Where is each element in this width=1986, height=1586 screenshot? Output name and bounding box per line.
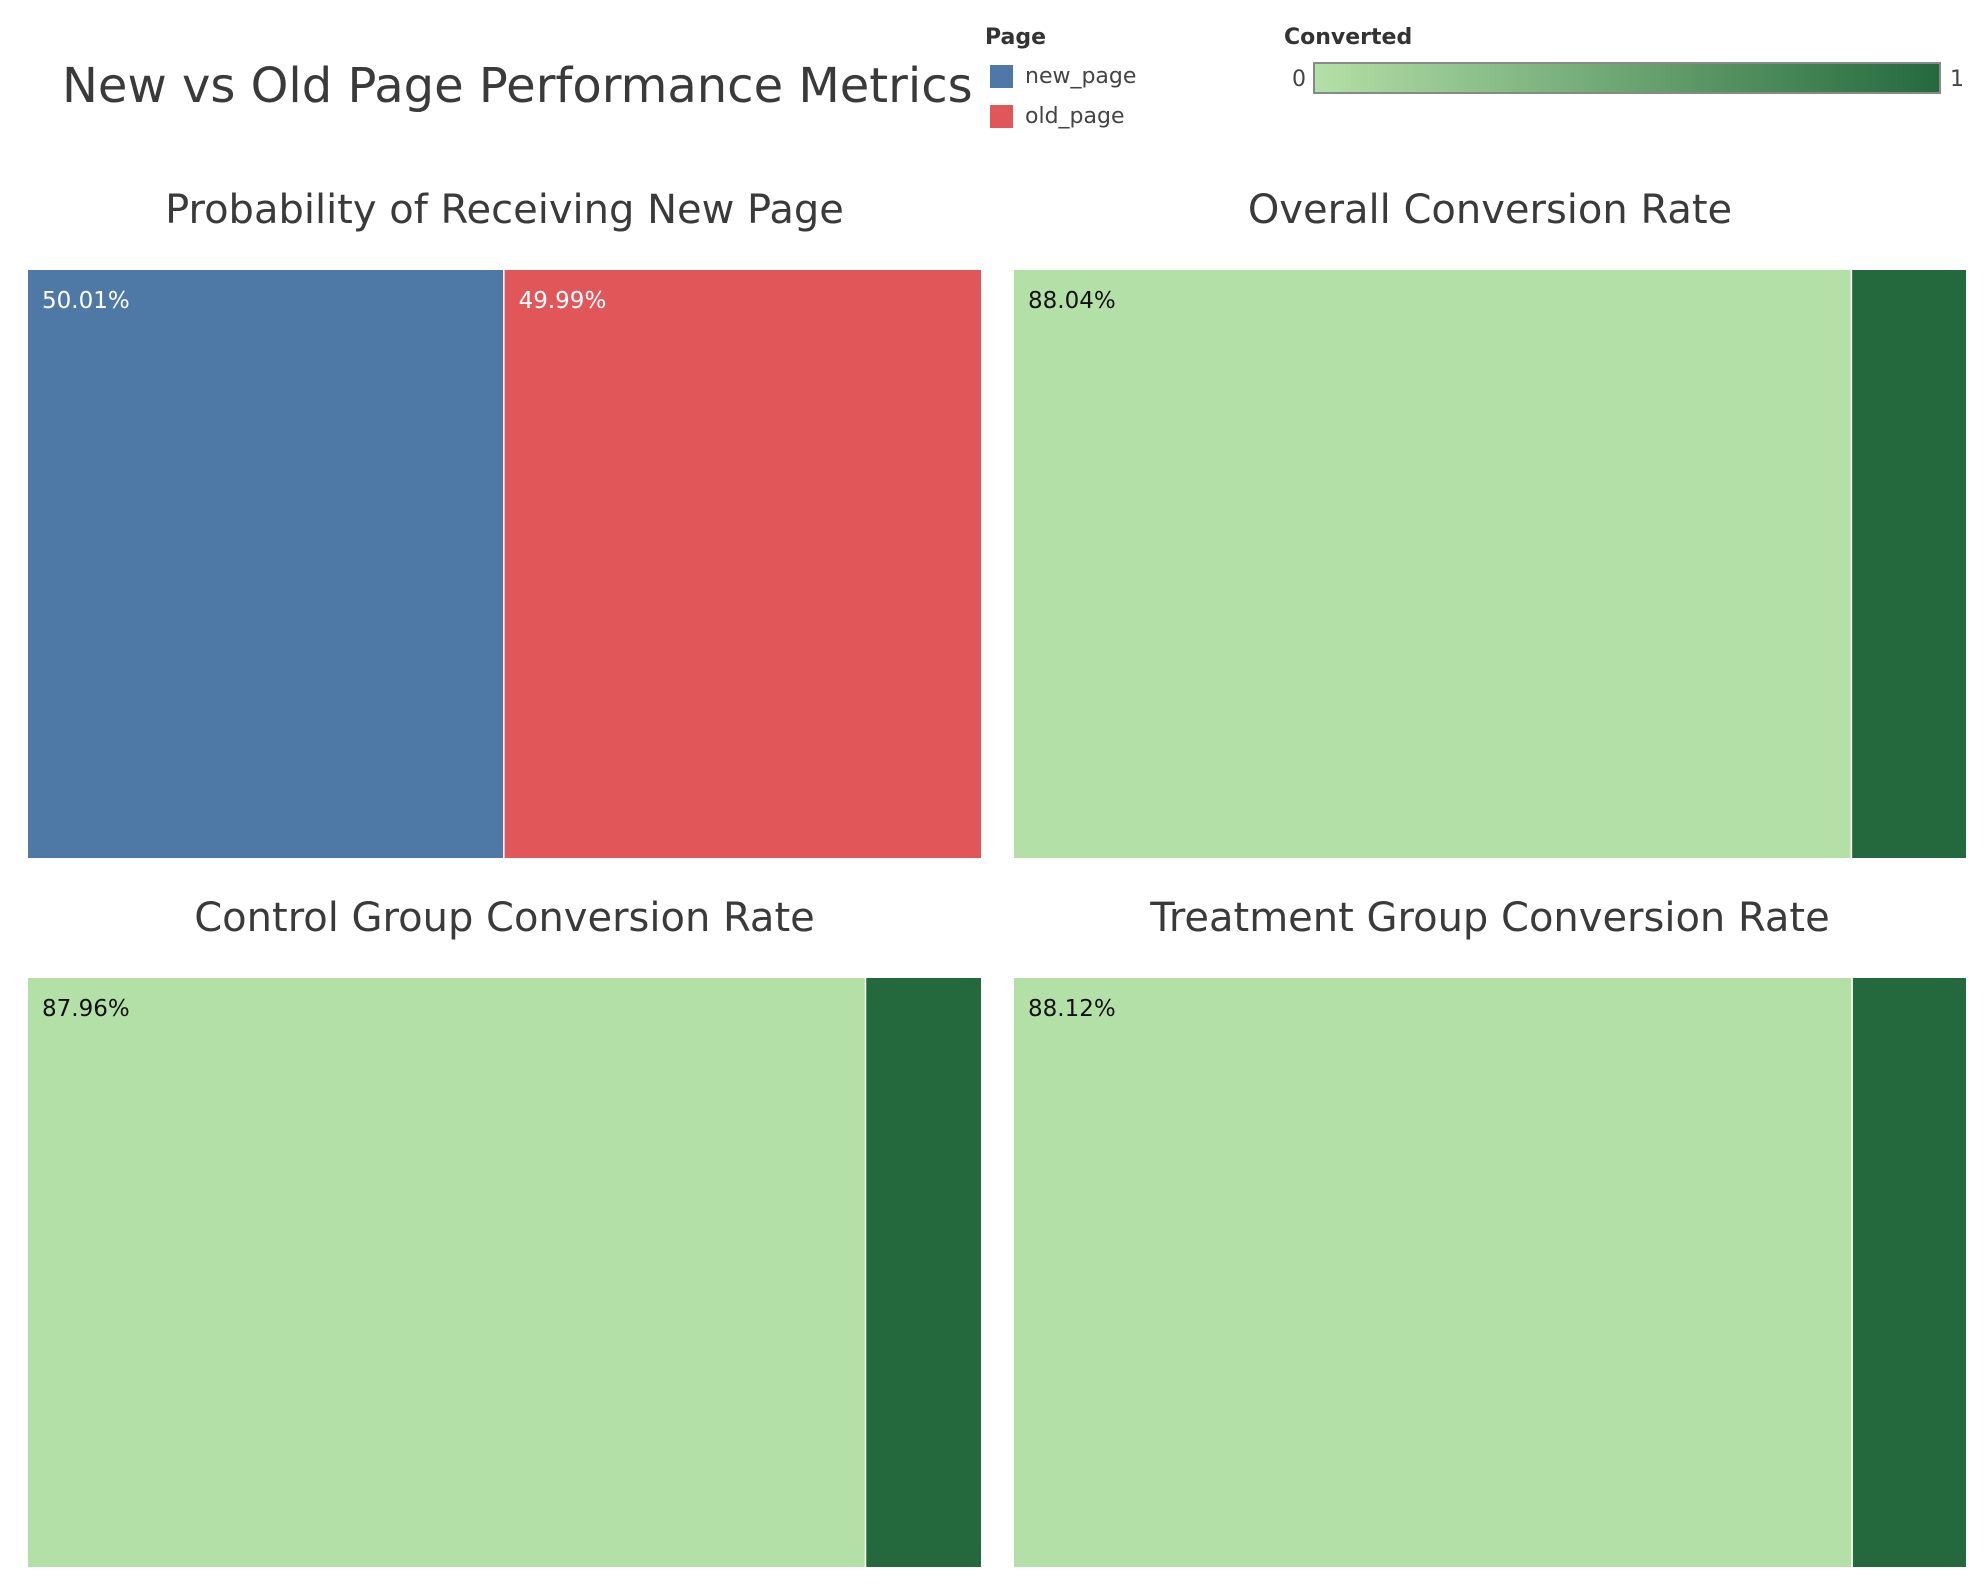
converted-legend-title: Converted (1284, 25, 1413, 50)
treemap-label-overall-0: 88.04% (1028, 288, 1116, 314)
treemap-label-control-0: 87.96% (42, 996, 130, 1022)
converted-legend-min: 0 (1292, 67, 1306, 92)
panel-title-control: Control Group Conversion Rate (194, 895, 815, 941)
treemap-cell-control-0[interactable] (28, 978, 865, 1567)
panel-title-overall: Overall Conversion Rate (1247, 187, 1733, 233)
treemap-cell-treatment-0[interactable] (1014, 978, 1852, 1567)
converted-legend-max: 1 (1950, 67, 1964, 92)
treemap-label-probability-new_page: 50.01% (42, 288, 130, 314)
treemap-cell-treatment-1[interactable] (1852, 978, 1966, 1567)
treemap-cell-control-1[interactable] (866, 978, 981, 1567)
legend-swatch-new-page (990, 65, 1013, 88)
legend-label-new-page: new_page (1025, 64, 1137, 89)
treemap-cell-overall-1[interactable] (1852, 270, 1966, 858)
legend-item-old-page[interactable]: old_page (990, 104, 1124, 129)
treemap-label-probability-old_page: 49.99% (519, 288, 607, 314)
panel-title-probability: Probability of Receiving New Page (165, 187, 844, 233)
treemap-control: 87.96% (28, 978, 981, 1567)
treemap-cell-probability-old_page[interactable] (504, 270, 981, 858)
treemap-probability: 50.01% 49.99% (28, 270, 981, 858)
treemap-treatment: 88.12% (1014, 978, 1966, 1567)
legend-swatch-old-page (990, 105, 1013, 128)
dashboard-title: New vs Old Page Performance Metrics (62, 58, 973, 114)
legend-label-old-page: old_page (1025, 104, 1125, 129)
treemap-cell-probability-new_page[interactable] (28, 270, 504, 858)
treemap-label-treatment-0: 88.12% (1028, 996, 1116, 1022)
converted-color-scale (1313, 62, 1941, 94)
page-legend-title: Page (985, 25, 1047, 50)
panel-title-treatment: Treatment Group Conversion Rate (1150, 895, 1830, 941)
treemap-cell-overall-0[interactable] (1014, 270, 1851, 858)
legend-item-new-page[interactable]: new_page (990, 64, 1136, 89)
treemap-overall: 88.04% (1014, 270, 1966, 858)
